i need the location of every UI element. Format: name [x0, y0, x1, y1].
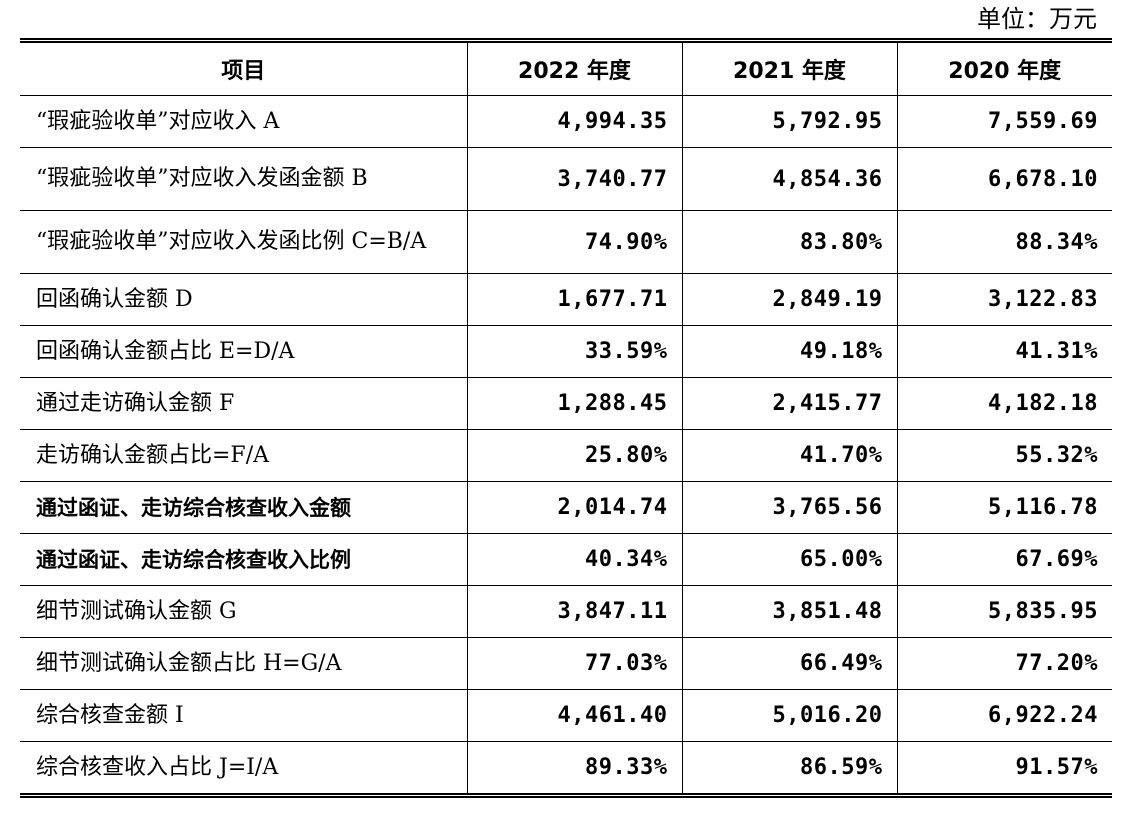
value-cell-2021: 3,851.48: [681, 585, 897, 638]
value-cell-2022: 3,740.77: [466, 147, 682, 211]
table-row: 综合核查收入占比 J=I/A 89.33% 86.59% 91.57%: [20, 741, 1112, 796]
row-label: 综合核查金额 I: [20, 689, 467, 742]
row-label: “瑕疵验收单”对应收入发函比例 C=B/A: [20, 210, 467, 274]
value-cell-2021: 65.00%: [681, 533, 897, 586]
table-row: 细节测试确认金额占比 H=G/A 77.03% 66.49% 77.20%: [20, 637, 1112, 690]
value-cell-2020: 4,182.18: [896, 377, 1112, 430]
unit-label: 单位：万元: [977, 5, 1097, 33]
value-cell-2022: 40.34%: [466, 533, 682, 586]
value-cell-2022: 74.90%: [466, 210, 682, 274]
value-cell-2021: 41.70%: [681, 429, 897, 482]
value-cell-2020: 55.32%: [896, 429, 1112, 482]
value-cell-2022: 3,847.11: [466, 585, 682, 638]
value-cell-2020: 6,922.24: [896, 689, 1112, 742]
value-cell-2020: 41.31%: [896, 325, 1112, 378]
row-label: “瑕疵验收单”对应收入 A: [20, 95, 467, 148]
value-cell-2021: 2,849.19: [681, 273, 897, 326]
value-cell-2020: 77.20%: [896, 637, 1112, 690]
table-row: “瑕疵验收单”对应收入发函金额 B 3,740.77 4,854.36 6,678.1…: [20, 147, 1112, 211]
column-header-2020: 2020 年度: [896, 40, 1112, 96]
value-cell-2021: 3,765.56: [681, 481, 897, 534]
value-cell-2022: 33.59%: [466, 325, 682, 378]
table-row: 通过函证、走访综合核查收入比例 40.34% 65.00% 67.69%: [20, 533, 1112, 586]
table-row: 综合核查金额 I 4,461.40 5,016.20 6,922.24: [20, 689, 1112, 742]
value-cell-2020: 3,122.83: [896, 273, 1112, 326]
value-cell-2020: 91.57%: [896, 741, 1112, 796]
row-label: 回函确认金额 D: [20, 273, 467, 326]
value-cell-2022: 4,994.35: [466, 95, 682, 148]
table-row: 回函确认金额 D 1,677.71 2,849.19 3,122.83: [20, 273, 1112, 326]
row-label: 回函确认金额占比 E=D/A: [20, 325, 467, 378]
value-cell-2021: 86.59%: [681, 741, 897, 796]
value-cell-2020: 7,559.69: [896, 95, 1112, 148]
value-cell-2022: 2,014.74: [466, 481, 682, 534]
row-label: “瑕疵验收单”对应收入发函金额 B: [20, 147, 467, 211]
value-cell-2021: 83.80%: [681, 210, 897, 274]
value-cell-2020: 6,678.10: [896, 147, 1112, 211]
value-cell-2022: 4,461.40: [466, 689, 682, 742]
value-cell-2021: 5,016.20: [681, 689, 897, 742]
table-row: 通过函证、走访综合核查收入金额 2,014.74 3,765.56 5,116.78: [20, 481, 1112, 534]
value-cell-2021: 2,415.77: [681, 377, 897, 430]
column-header-item: 项目: [20, 40, 467, 96]
value-cell-2022: 25.80%: [466, 429, 682, 482]
table-row: 细节测试确认金额 G 3,847.11 3,851.48 5,835.95: [20, 585, 1112, 638]
value-cell-2022: 77.03%: [466, 637, 682, 690]
column-header-2021: 2021 年度: [681, 40, 897, 96]
table-row: “瑕疵验收单”对应收入发函比例 C=B/A 74.90% 83.80% 88.34%: [20, 210, 1112, 274]
row-label: 细节测试确认金额 G: [20, 585, 467, 638]
value-cell-2020: 67.69%: [896, 533, 1112, 586]
value-cell-2020: 5,835.95: [896, 585, 1112, 638]
value-cell-2022: 1,677.71: [466, 273, 682, 326]
value-cell-2021: 4,854.36: [681, 147, 897, 211]
value-cell-2022: 89.33%: [466, 741, 682, 796]
column-header-2022: 2022 年度: [466, 40, 682, 96]
table-header-row: 项目 2022 年度 2021 年度 2020 年度: [20, 40, 1112, 96]
row-label: 通过走访确认金额 F: [20, 377, 467, 430]
value-cell-2020: 88.34%: [896, 210, 1112, 274]
table-row: 走访确认金额占比=F/A 25.80% 41.70% 55.32%: [20, 429, 1112, 482]
table-row: 回函确认金额占比 E=D/A 33.59% 49.18% 41.31%: [20, 325, 1112, 378]
table-row: 通过走访确认金额 F 1,288.45 2,415.77 4,182.18: [20, 377, 1112, 430]
row-label: 走访确认金额占比=F/A: [20, 429, 467, 482]
table-row: “瑕疵验收单”对应收入 A 4,994.35 5,792.95 7,559.69: [20, 95, 1112, 148]
value-cell-2020: 5,116.78: [896, 481, 1112, 534]
value-cell-2021: 66.49%: [681, 637, 897, 690]
row-label: 细节测试确认金额占比 H=G/A: [20, 637, 467, 690]
row-label: 通过函证、走访综合核查收入金额: [20, 481, 467, 534]
row-label: 综合核查收入占比 J=I/A: [36, 754, 279, 780]
value-cell-2022: 1,288.45: [466, 377, 682, 430]
value-cell-2021: 5,792.95: [681, 95, 897, 148]
row-label: 通过函证、走访综合核查收入比例: [20, 533, 467, 586]
revenue-verification-table: 项目 2022 年度 2021 年度 2020 年度 “瑕疵验收单”对应收入 A…: [20, 38, 1112, 798]
value-cell-2021: 49.18%: [681, 325, 897, 378]
